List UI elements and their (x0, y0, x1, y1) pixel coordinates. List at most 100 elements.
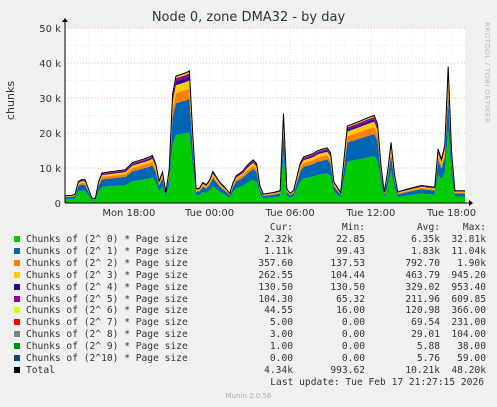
legend-series-name: Chunks of (2^10) * Page size (26, 353, 188, 364)
header-min: Min: (341, 222, 365, 233)
legend-row: Chunks of (2^ 6) * Page size 44.55 16.00 12… (0, 305, 497, 316)
legend-value-min: 99.43 (336, 245, 365, 257)
legend-series-name: Total (26, 364, 55, 376)
legend-value-max: 32.81k (451, 234, 486, 245)
legend-series-name: Chunks of (2^ 7) * Page size (26, 317, 188, 329)
legend-value-cur: 5.00 (269, 317, 293, 329)
legend-value-avg: 6.35k (411, 234, 440, 245)
legend-swatch (14, 355, 20, 361)
legend-value-max: 11.04k (451, 245, 486, 257)
y-tick-label: 50 k (39, 24, 61, 35)
legend-value-max: 609.85 (451, 293, 486, 305)
y-tick-label: 40 k (39, 59, 61, 70)
legend-swatch (14, 283, 20, 290)
legend-value-avg: 463.79 (405, 269, 440, 281)
legend-value-max: 1.90k (457, 257, 486, 269)
axes (62, 18, 473, 206)
legend-value-avg: 5.76 (416, 353, 440, 364)
legend-row: Chunks of (2^ 4) * Page size 130.50 130.50… (0, 282, 497, 293)
legend-row: Chunks of (2^ 1) * Page size 1.11k 99.43 1.… (0, 246, 497, 257)
legend-row: Chunks of (2^ 0) * Page size 2.32k 22.85 6.… (0, 234, 497, 245)
chart-plot: 0 10 k 20 k 30 k 40 k 50 k Mon 18:00 Tue 00:00… (39, 18, 476, 219)
legend-value-min: 0.00 (341, 341, 365, 353)
x-tick-label: Tue 18:00 (426, 208, 476, 219)
legend-row: Total 4.34k 993.62 10.21k 48.20k (0, 365, 497, 376)
legend-value-min: 0.00 (341, 317, 365, 329)
legend-value-cur: 3.00 (269, 329, 293, 341)
legend-value-max: 48.20k (451, 364, 486, 376)
legend-value-avg: 211.96 (405, 293, 440, 305)
legend-value-min: 0.00 (341, 353, 365, 364)
area-series-0 (65, 130, 465, 203)
legend-value-cur: 2.32k (264, 234, 293, 245)
x-axis-arrow (469, 200, 473, 206)
legend-series-name: Chunks of (2^ 5) * Page size (26, 293, 188, 305)
legend-value-max: 231.00 (451, 317, 486, 329)
legend-value-min: 22.85 (336, 234, 365, 245)
legend-value-avg: 329.02 (405, 281, 440, 293)
legend-value-min: 104.44 (330, 269, 365, 281)
legend-value-min: 993.62 (330, 364, 365, 376)
legend-value-cur: 4.34k (264, 364, 293, 376)
legend-swatch (14, 307, 20, 314)
legend-value-max: 366.00 (451, 305, 486, 317)
legend-swatch (14, 271, 20, 278)
legend-value-cur: 0.00 (269, 353, 293, 364)
legend-series-name: Chunks of (2^ 6) * Page size (26, 305, 188, 317)
legend-value-avg: 29.01 (411, 329, 440, 341)
y-tick-label: 0 (55, 199, 61, 210)
legend-series-name: Chunks of (2^ 9) * Page size (26, 341, 188, 353)
x-tick-label: Mon 18:00 (102, 208, 155, 219)
x-tick-label: Tue 06:00 (265, 208, 315, 219)
legend-row: Chunks of (2^ 7) * Page size 5.00 0.00 69.5… (0, 317, 497, 328)
legend-value-cur: 357.60 (258, 257, 293, 269)
total-line (64, 66, 465, 200)
legend-value-avg: 69.54 (411, 317, 440, 329)
legend-value-max: 59.00 (457, 353, 486, 364)
total-series-line (64, 66, 465, 200)
y-tick-labels: 0 10 k 20 k 30 k 40 k 50 k (39, 24, 61, 210)
legend-value-min: 16.00 (336, 305, 365, 317)
legend-series-name: Chunks of (2^ 8) * Page size (26, 329, 188, 341)
legend-value-cur: 44.55 (264, 305, 293, 317)
legend-header: Cur: Min: Avg: Max: (0, 222, 497, 233)
legend-value-avg: 120.98 (405, 305, 440, 317)
chart-title: Node 0, zone DMA32 - by day (151, 10, 346, 25)
legend-value-max: 953.40 (451, 281, 486, 293)
y-tick-label: 10 k (39, 164, 61, 175)
last-update: Last update: Tue Feb 17 21:27:15 2026 (270, 377, 484, 388)
legend-value-cur: 104.30 (258, 293, 293, 305)
header-cur: Cur: (269, 222, 293, 233)
legend-swatch (14, 319, 20, 326)
legend-swatch (14, 331, 20, 338)
legend-swatch (14, 236, 20, 242)
legend-series-name: Chunks of (2^ 1) * Page size (26, 245, 188, 257)
legend-swatch (14, 343, 20, 350)
x-tick-label: Tue 12:00 (345, 208, 395, 219)
legend-row: Chunks of (2^10) * Page size 0.00 0.00 5.76… (0, 353, 497, 364)
y-tick-label: 20 k (39, 129, 61, 140)
legend-row: Chunks of (2^ 5) * Page size 104.30 65.32 2… (0, 294, 497, 305)
legend-value-cur: 1.00 (269, 341, 293, 353)
legend-row: Chunks of (2^ 3) * Page size 262.55 104.44… (0, 270, 497, 281)
legend-value-avg: 5.88 (416, 341, 440, 353)
stacked-areas (65, 66, 465, 203)
legend-value-cur: 1.11k (264, 245, 293, 257)
legend-value-avg: 1.83k (411, 245, 440, 257)
legend-row: Chunks of (2^ 9) * Page size 1.00 0.00 5.88… (0, 341, 497, 352)
legend-row: Chunks of (2^ 2) * Page size 357.60 137.53… (0, 258, 497, 269)
legend-series-name: Chunks of (2^ 2) * Page size (26, 257, 188, 269)
legend-value-min: 0.00 (341, 329, 365, 341)
legend-value-min: 65.32 (336, 293, 365, 305)
legend-row: Chunks of (2^ 8) * Page size 3.00 0.00 29.0… (0, 329, 497, 340)
y-tick-label: 30 k (39, 94, 61, 105)
legend-value-cur: 262.55 (258, 269, 293, 281)
area-series-1 (65, 95, 465, 201)
legend-value-min: 130.50 (330, 281, 365, 293)
legend-value-max: 104.00 (451, 329, 486, 341)
rrdtool-credit: RRDTOOL / TOBI OETIKER (483, 22, 491, 124)
munin-version: Munin 2.0.56 (225, 392, 272, 400)
x-tick-label: Tue 00:00 (184, 208, 234, 219)
legend-value-avg: 792.70 (405, 257, 440, 269)
legend-value-avg: 10.21k (405, 364, 440, 376)
